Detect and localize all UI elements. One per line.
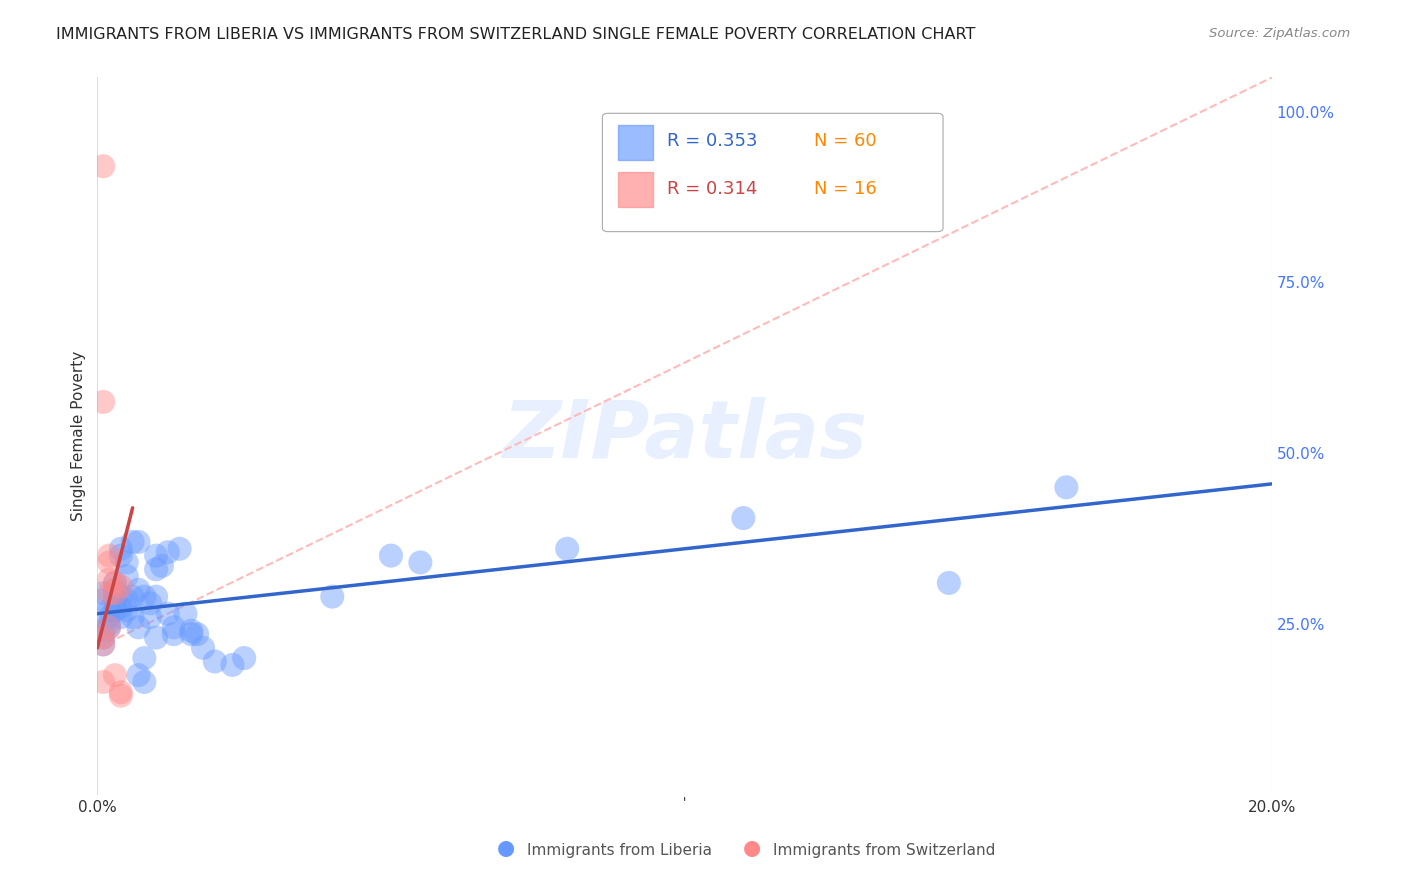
Point	[145, 590, 167, 604]
Bar	[617, 126, 652, 160]
Point	[110, 541, 132, 556]
Point	[163, 627, 186, 641]
Point	[938, 576, 960, 591]
Text: Source: ZipAtlas.com: Source: ZipAtlas.com	[1209, 27, 1350, 40]
Point	[98, 549, 121, 563]
Point	[127, 582, 149, 597]
Point	[104, 603, 127, 617]
Point	[221, 657, 243, 672]
Point	[134, 651, 156, 665]
Point	[110, 689, 132, 703]
Point	[91, 631, 114, 645]
Y-axis label: Single Female Poverty: Single Female Poverty	[72, 351, 86, 521]
Point	[91, 637, 114, 651]
Point	[104, 586, 127, 600]
Point	[104, 576, 127, 591]
Point	[733, 511, 755, 525]
Point	[145, 562, 167, 576]
Point	[91, 159, 114, 173]
Text: N = 60: N = 60	[814, 131, 876, 150]
Point	[91, 637, 114, 651]
Point	[186, 627, 208, 641]
Point	[115, 569, 138, 583]
Point	[110, 549, 132, 563]
Text: IMMIGRANTS FROM LIBERIA VS IMMIGRANTS FROM SWITZERLAND SINGLE FEMALE POVERTY COR: IMMIGRANTS FROM LIBERIA VS IMMIGRANTS FR…	[56, 27, 976, 42]
Point	[110, 599, 132, 614]
Point	[91, 586, 114, 600]
Point	[104, 593, 127, 607]
Point	[127, 535, 149, 549]
Point	[115, 593, 138, 607]
Text: ZIPatlas: ZIPatlas	[502, 397, 868, 475]
Point	[98, 556, 121, 570]
Point	[121, 610, 143, 624]
Point	[91, 624, 114, 638]
Point	[91, 631, 114, 645]
Bar	[617, 172, 652, 207]
Point	[204, 655, 226, 669]
Point	[139, 610, 162, 624]
Point	[180, 624, 202, 638]
Text: Immigrants from Liberia: Immigrants from Liberia	[527, 843, 713, 858]
Text: ●: ●	[498, 838, 515, 858]
Point	[110, 579, 132, 593]
Point	[233, 651, 256, 665]
Text: R = 0.353: R = 0.353	[666, 131, 758, 150]
Point	[145, 631, 167, 645]
Point	[163, 620, 186, 634]
Point	[156, 545, 179, 559]
Point	[321, 590, 343, 604]
Text: ●: ●	[744, 838, 761, 858]
Point	[91, 675, 114, 690]
Point	[145, 549, 167, 563]
Point	[121, 590, 143, 604]
Point	[180, 627, 202, 641]
Point	[104, 582, 127, 597]
Point	[110, 590, 132, 604]
Point	[174, 607, 197, 621]
Point	[134, 675, 156, 690]
Point	[104, 576, 127, 591]
Point	[127, 620, 149, 634]
FancyBboxPatch shape	[602, 113, 943, 232]
Point	[98, 620, 121, 634]
Point	[115, 556, 138, 570]
Point	[98, 610, 121, 624]
Text: R = 0.314: R = 0.314	[666, 179, 758, 198]
Point	[1054, 480, 1077, 494]
Point	[91, 593, 114, 607]
Text: N = 16: N = 16	[814, 179, 876, 198]
Point	[110, 610, 132, 624]
Point	[134, 590, 156, 604]
Point	[98, 620, 121, 634]
Point	[139, 596, 162, 610]
Text: Immigrants from Switzerland: Immigrants from Switzerland	[773, 843, 995, 858]
Point	[156, 607, 179, 621]
Point	[98, 573, 121, 587]
Point	[380, 549, 402, 563]
Point	[127, 668, 149, 682]
Point	[555, 541, 578, 556]
Point	[121, 535, 143, 549]
Point	[150, 558, 173, 573]
Point	[104, 668, 127, 682]
Point	[110, 685, 132, 699]
Point	[98, 603, 121, 617]
Point	[98, 586, 121, 600]
Point	[409, 556, 432, 570]
Point	[191, 640, 214, 655]
Point	[104, 586, 127, 600]
Point	[115, 603, 138, 617]
Point	[98, 616, 121, 631]
Point	[91, 395, 114, 409]
Point	[169, 541, 191, 556]
